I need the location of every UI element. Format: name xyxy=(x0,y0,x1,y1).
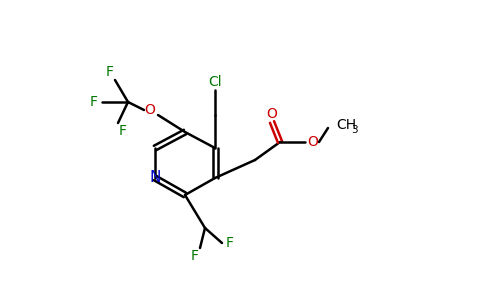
Text: O: O xyxy=(145,103,155,117)
Text: N: N xyxy=(149,170,161,185)
Text: F: F xyxy=(191,249,199,263)
Text: F: F xyxy=(106,65,114,79)
Text: O: O xyxy=(267,107,277,121)
Text: O: O xyxy=(307,135,318,149)
Text: F: F xyxy=(90,95,98,109)
Text: CH: CH xyxy=(336,118,356,132)
Text: 3: 3 xyxy=(351,125,358,135)
Text: F: F xyxy=(226,236,234,250)
Text: F: F xyxy=(119,124,127,138)
Text: Cl: Cl xyxy=(208,75,222,89)
